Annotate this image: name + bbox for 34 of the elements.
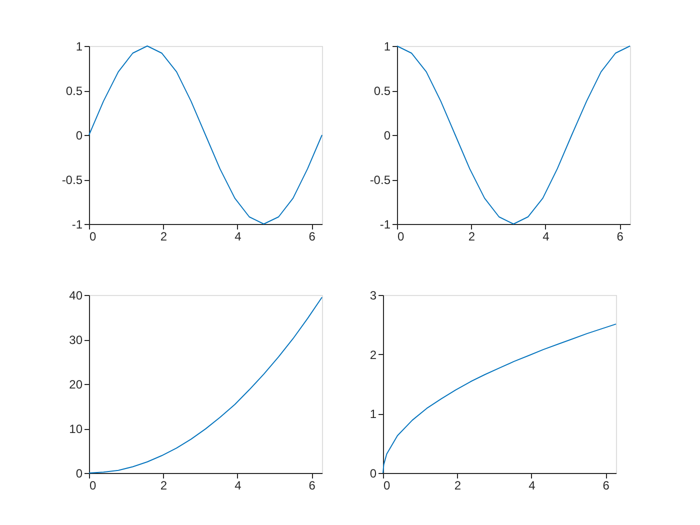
y-tick-label: -1 — [380, 218, 391, 232]
x-tick-label: 6 — [602, 478, 610, 492]
y-tick-label: 2 — [370, 348, 377, 362]
y-tick-label: 10 — [69, 422, 83, 436]
x-tick-label: 4 — [234, 230, 242, 244]
y-tick-label: 40 — [69, 288, 83, 302]
y-tick-label: -0.5 — [62, 173, 83, 187]
y-tick-label: 1 — [76, 40, 83, 54]
y-tick-label: 30 — [69, 333, 83, 347]
y-tick-label: 0.5 — [66, 84, 83, 98]
y-tick-label: 0.5 — [374, 84, 391, 98]
x-tick-label: 6 — [308, 478, 316, 492]
y-tick-label: -0.5 — [370, 173, 391, 187]
x-tick-label: 6 — [308, 230, 316, 244]
x-tick-label: 0 — [90, 478, 96, 492]
x-tick-label: 2 — [160, 230, 168, 244]
x-tick-label: 2 — [468, 230, 476, 244]
x-tick-label: 4 — [542, 230, 550, 244]
x-tick-label: 6 — [616, 230, 624, 244]
y-tick-label: 20 — [69, 378, 83, 392]
x-tick-label: 4 — [234, 478, 242, 492]
x-tick-label: 2 — [160, 478, 168, 492]
x-tick-label: 2 — [454, 478, 462, 492]
y-tick-label: 1 — [370, 407, 377, 422]
y-tick-label: 0 — [370, 466, 377, 480]
y-tick-label: -1 — [72, 218, 83, 232]
x-tick-label: 0 — [90, 230, 96, 244]
x-tick-label: 4 — [528, 478, 536, 492]
y-tick-label: 0 — [76, 466, 83, 480]
y-tick-label: 1 — [384, 40, 391, 54]
y-tick-label: 0 — [76, 128, 83, 142]
y-tick-label: 0 — [384, 128, 391, 142]
x-tick-label: 0 — [398, 230, 404, 244]
y-tick-label: 3 — [370, 288, 377, 302]
